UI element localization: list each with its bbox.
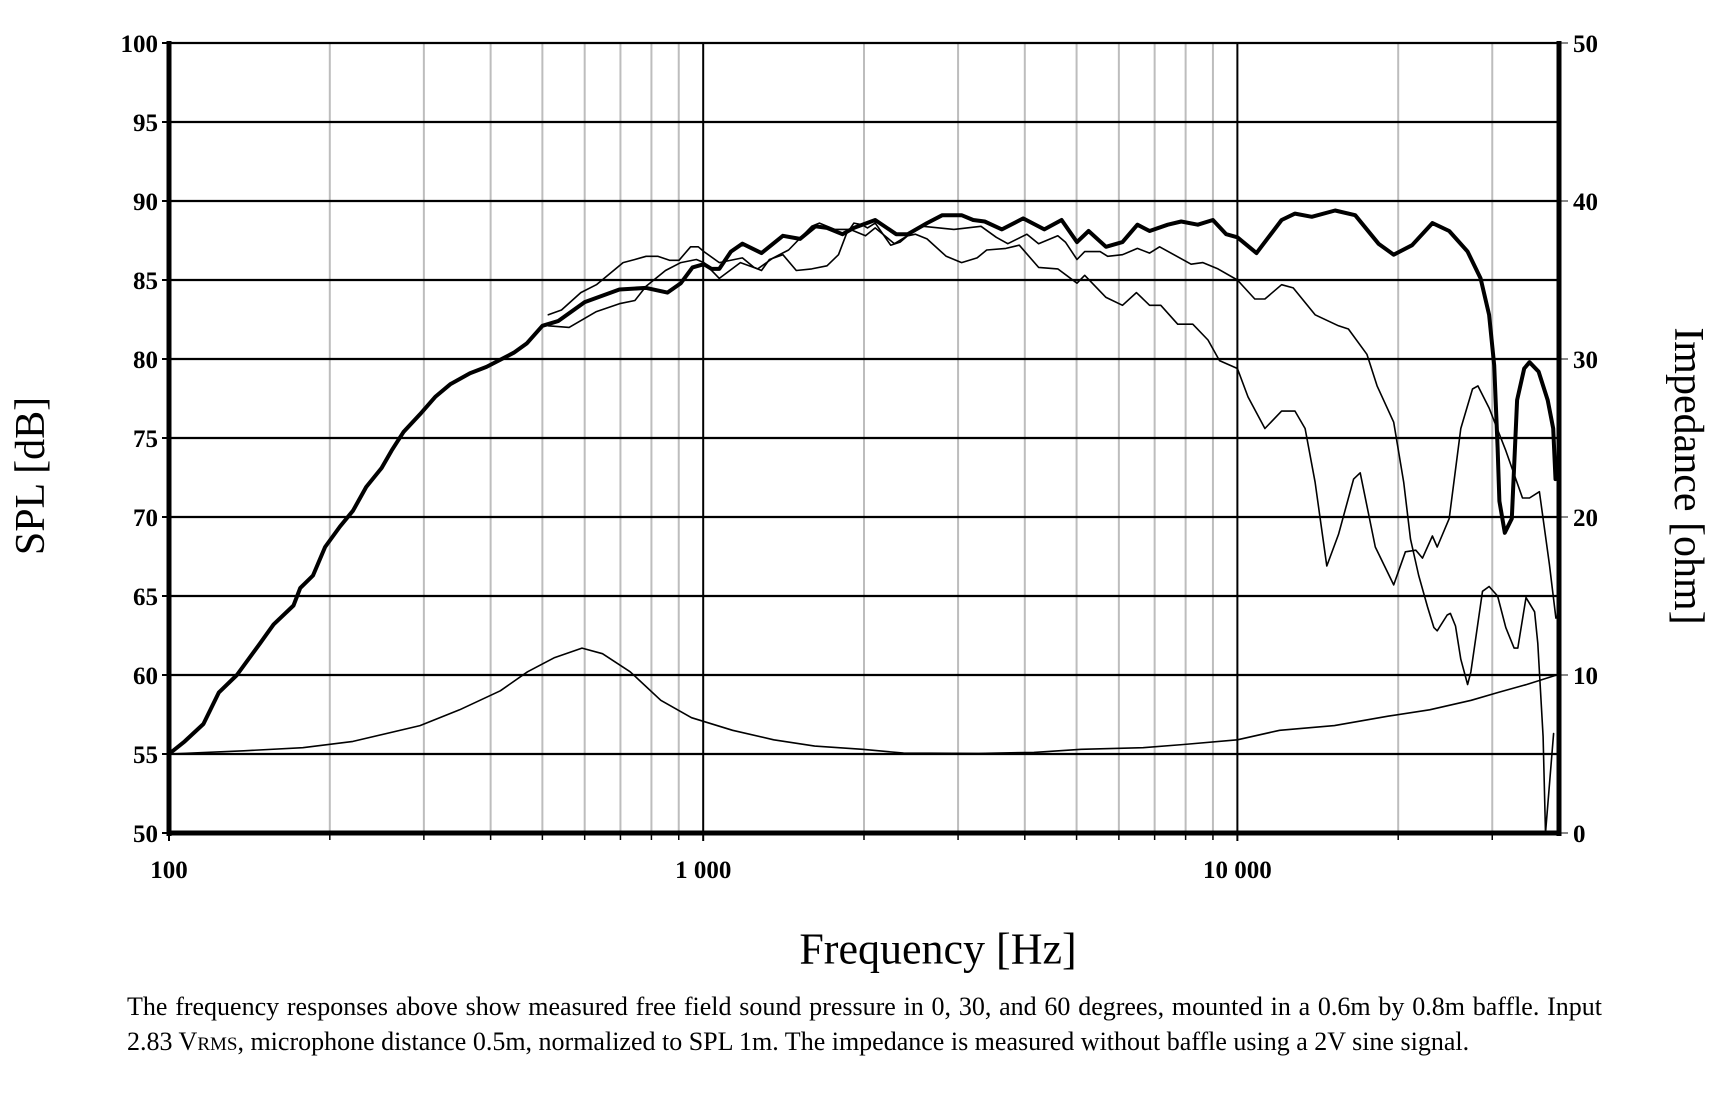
caption-text-2: , microphone distance 0.5m, normalized t… [237, 1026, 1470, 1056]
y2-tick-label: 10 [1573, 663, 1598, 690]
y-tick-label: 55 [133, 742, 158, 769]
y-tick-label: 80 [133, 347, 158, 374]
y-tick-label: 60 [133, 663, 158, 690]
caption-text-1: The frequency responses above show measu… [127, 992, 1602, 1056]
x-tick-label: 10 000 [1203, 857, 1272, 884]
spl-curve-30-deg [547, 222, 1555, 834]
y2-tick-label: 0 [1573, 821, 1586, 848]
y2-tick-label: 30 [1573, 347, 1598, 374]
y-tick-label: 65 [133, 584, 158, 611]
x-tick-label: 1 000 [675, 857, 731, 884]
curves [167, 208, 1558, 834]
y-tick-label: 50 [133, 821, 158, 848]
impedance-curve [168, 647, 1558, 755]
y-axis-title: SPL [dB] [8, 396, 54, 556]
y-tick-label: 75 [133, 426, 158, 453]
y-tick-label: 90 [133, 189, 158, 216]
caption-unit-v: V [178, 1026, 198, 1056]
x-axis-title: Frequency [Hz] [799, 924, 1077, 974]
spl-curve-60-deg [547, 222, 1557, 619]
y2-axis-title: Impedance [ohm] [1665, 327, 1711, 625]
y-tick-label: 95 [133, 110, 158, 137]
y-tick-label: 70 [133, 505, 158, 532]
y2-tick-label: 40 [1573, 189, 1598, 216]
caption-unit-rms: RMS [197, 1033, 238, 1055]
tick-labels: 100 1 000 10 000 50 55 60 65 70 75 80 85 90 95 100 0 10… [121, 31, 1599, 884]
x-tick-label: 100 [150, 857, 188, 884]
axes [162, 41, 1568, 841]
spl-curve-0-deg [167, 208, 1558, 756]
y2-tick-label: 50 [1573, 31, 1598, 58]
grid [168, 41, 1559, 835]
y-tick-label: 85 [133, 268, 158, 295]
figure-caption: The frequency responses above show measu… [127, 990, 1602, 1062]
y2-tick-label: 20 [1573, 505, 1598, 532]
y-tick-label: 100 [121, 31, 159, 58]
